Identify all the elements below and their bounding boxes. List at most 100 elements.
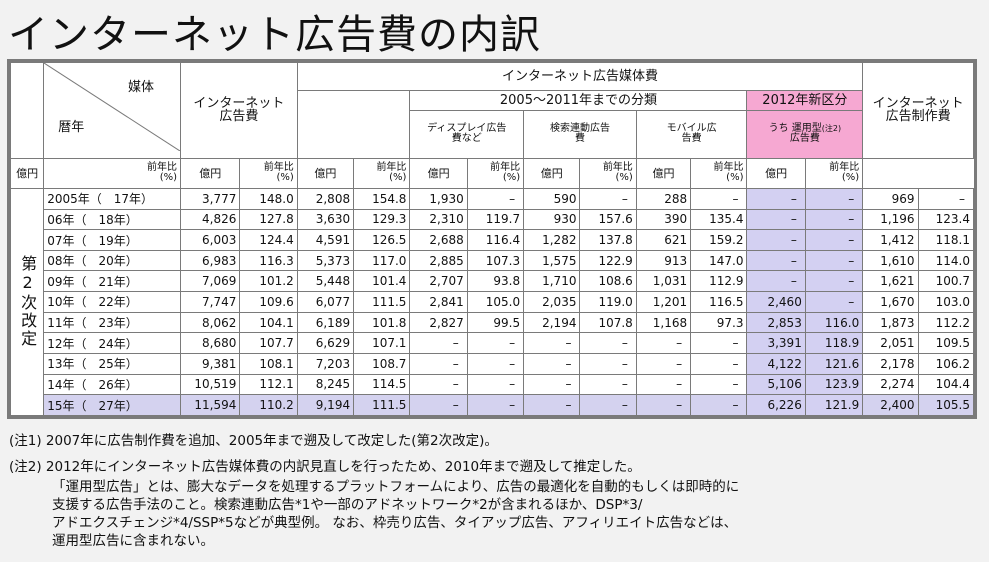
value-cell: 101.4 [353, 270, 411, 293]
value-cell: 2,194 [523, 311, 581, 334]
unit-oku-0: 億円 [9, 157, 45, 189]
value-cell: – [579, 187, 637, 210]
header-unyou: うち 運用型(注2) 広告費 [746, 109, 864, 159]
value-cell: 9,381 [180, 352, 241, 375]
value-cell: 117.0 [353, 249, 411, 272]
header-year: 暦年 [58, 120, 85, 135]
value-cell: 2,885 [409, 249, 468, 272]
value-cell: – [466, 187, 525, 210]
value-cell: 2,051 [862, 332, 919, 354]
value-cell: 1,201 [635, 291, 692, 313]
value-cell: 3,630 [296, 208, 355, 231]
unit-pct-label: (%) [389, 172, 407, 184]
value-cell: – [635, 352, 692, 375]
value-cell: – [690, 394, 748, 416]
unit-yoy-2: 前年比 (%) [353, 157, 411, 189]
value-cell: 107.1 [353, 332, 411, 354]
header-unyou-suffix: 広告費 [789, 133, 820, 145]
year-cell: 13年（ 25年） [43, 352, 182, 375]
value-cell: 2,274 [862, 373, 919, 396]
header-period-group: 2005〜2011年までの分類 [409, 90, 748, 111]
table-row: 14年（ 26年） 10,519 112.1 8,245 114.5– – – – – –5,10… [11, 373, 975, 396]
value-cell: – [579, 373, 637, 396]
revision-label: 第2次改定 [9, 187, 45, 417]
value-cell: 5,106 [746, 373, 806, 396]
value-cell: – [804, 229, 864, 251]
value-cell: 108.7 [353, 352, 411, 375]
value-cell: 93.8 [466, 270, 525, 293]
value-cell: – [409, 352, 468, 375]
year-cell: 2005年（ 17年） [43, 187, 182, 210]
unit-pct-label: (%) [841, 172, 860, 184]
table-row: 08年（ 20年） 6,983 116.3 5,373 117.0 2,885 107.3 1… [11, 249, 975, 272]
value-cell: 107.8 [579, 311, 637, 334]
value-cell: 1,031 [635, 270, 692, 293]
header-display: ディスプレイ広告費など [409, 109, 525, 159]
diagonal-line [44, 63, 180, 151]
value-cell: 7,069 [180, 270, 241, 293]
value-cell: 288 [635, 187, 692, 210]
note-1: (注1) 2007年に広告制作費を追加、2005年まで遡及して改定した(第2次改… [9, 433, 498, 449]
year-cell: 10年（ 22年） [43, 291, 182, 313]
unit-pct-label: (%) [159, 172, 178, 184]
value-cell: 122.9 [579, 249, 637, 272]
unit-yoy-label: 前年比 [713, 162, 744, 174]
value-cell: – [466, 332, 525, 354]
value-cell: 129.3 [353, 208, 411, 231]
value-cell: – [804, 270, 864, 293]
value-cell: – [409, 394, 468, 416]
value-cell: 99.5 [466, 311, 525, 334]
unit-oku-3: 億円 [409, 157, 468, 189]
unit-yoy-label: 前年比 [490, 162, 521, 174]
value-cell: 154.8 [353, 187, 411, 210]
value-cell: – [635, 373, 692, 396]
value-cell: 913 [635, 249, 692, 272]
value-cell: 2,707 [409, 270, 468, 293]
value-cell: 137.8 [579, 229, 637, 251]
value-cell: – [579, 352, 637, 375]
value-cell: – [523, 332, 581, 354]
header-media-group: インターネット広告媒体費 [296, 61, 864, 92]
value-cell: 6,983 [180, 249, 241, 272]
value-cell: – [804, 249, 864, 272]
value-cell: – [746, 208, 806, 231]
value-cell: 6,189 [296, 311, 355, 334]
value-cell: – [746, 249, 806, 272]
value-cell: 8,680 [180, 332, 241, 354]
year-cell: 15年（ 27年） [43, 394, 182, 416]
year-cell: 06年（ 18年） [43, 208, 182, 231]
table-row: 06年（ 18年） 4,826 127.8 3,630 129.3 2,310 119.7 9… [11, 208, 975, 231]
value-cell: 1,412 [862, 229, 919, 251]
header-new-group: 2012年新区分 [746, 90, 864, 111]
value-cell: – [804, 187, 864, 210]
value-cell: – [466, 352, 525, 375]
value-cell: 126.5 [353, 229, 411, 251]
value-cell: 101.8 [353, 311, 411, 334]
value-cell: 390 [635, 208, 692, 231]
value-cell: 5,448 [296, 270, 355, 293]
unit-pct-label: (%) [726, 172, 744, 184]
value-cell: 112.9 [690, 270, 748, 293]
value-cell: 1,621 [862, 270, 919, 293]
value-cell: 112.2 [917, 311, 975, 334]
value-cell: – [523, 352, 581, 375]
unit-oku-1: 億円 [180, 157, 241, 189]
header-search: 検索連動広告費 [523, 109, 637, 159]
value-cell: 109.6 [239, 291, 298, 313]
header-diagonal-cell: 媒体 暦年 [43, 62, 182, 159]
value-cell: 1,610 [862, 249, 919, 272]
value-cell: 106.2 [917, 352, 975, 375]
value-cell: 104.4 [917, 373, 975, 396]
table-row: 11年（ 23年） 8,062 104.1 6,189 101.8 2,827 99.5 2,… [11, 311, 975, 334]
value-cell: 1,710 [523, 270, 581, 293]
value-cell: 2,688 [409, 229, 468, 251]
value-cell: 1,930 [409, 187, 468, 210]
value-cell: 6,629 [296, 332, 355, 354]
unit-yoy-label: 前年比 [147, 162, 178, 174]
value-cell: 111.5 [353, 291, 411, 313]
value-cell: 4,122 [746, 352, 806, 375]
value-cell: 621 [635, 229, 692, 251]
value-cell: 159.2 [690, 229, 748, 251]
value-cell: – [523, 373, 581, 396]
unit-yoy-label: 前年比 [602, 162, 633, 174]
